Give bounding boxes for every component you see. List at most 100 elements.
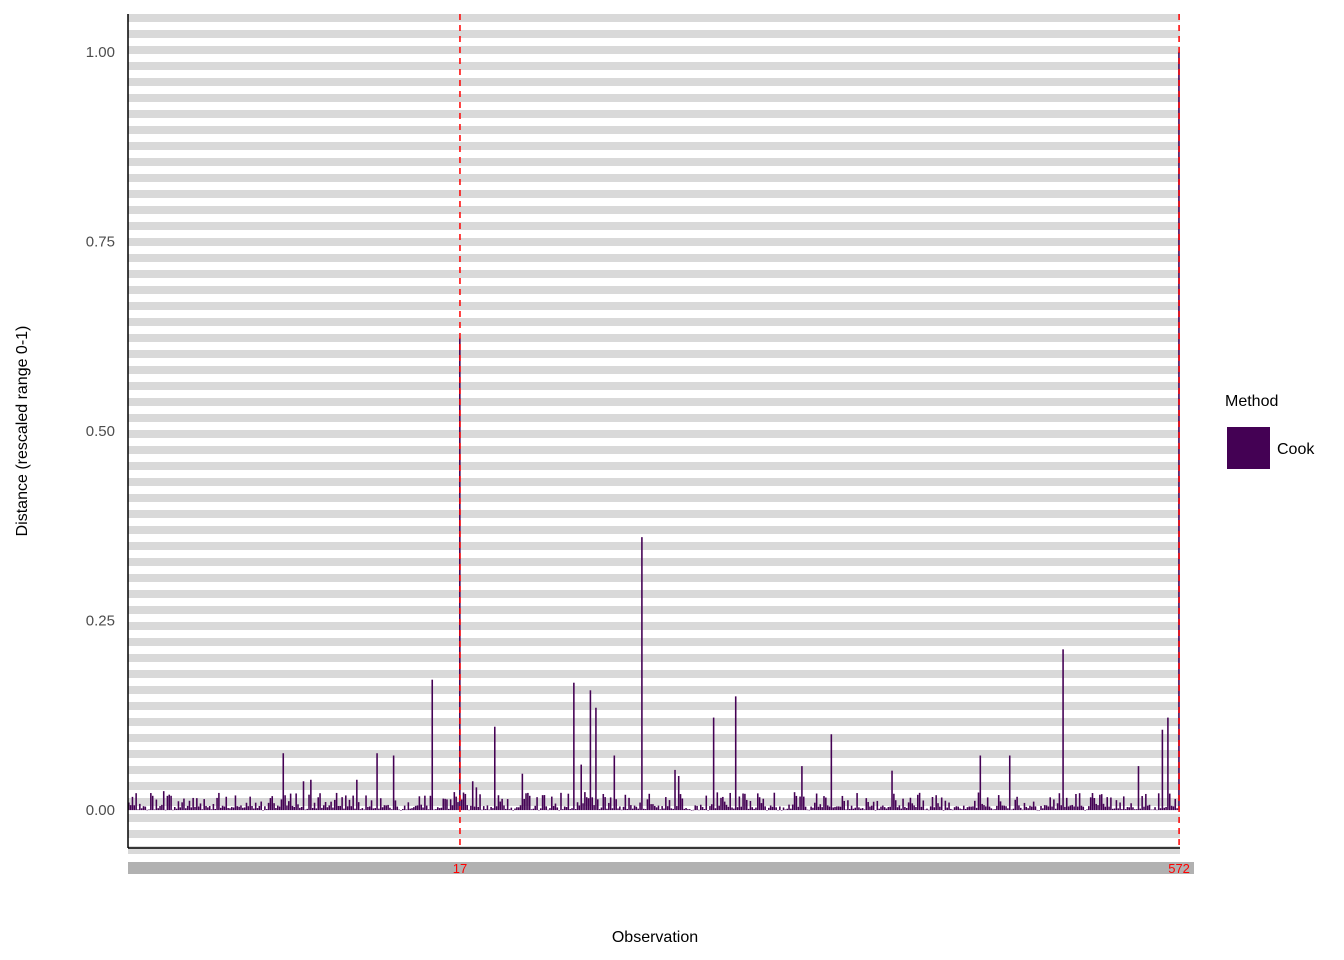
bar xyxy=(1042,808,1044,811)
y-axis-title: Distance (rescaled range 0-1) xyxy=(14,326,31,537)
bar xyxy=(525,793,527,811)
bar xyxy=(986,797,989,811)
bar xyxy=(865,798,868,811)
grid-stripe xyxy=(128,622,1180,630)
bar xyxy=(282,753,285,811)
bar xyxy=(370,800,373,811)
bar xyxy=(1119,802,1121,811)
y-tick-label: 0.75 xyxy=(86,233,115,250)
bar xyxy=(234,795,237,811)
bar xyxy=(727,806,730,811)
bar xyxy=(985,806,987,811)
bar xyxy=(1060,805,1063,811)
bar xyxy=(379,798,382,811)
bar xyxy=(396,806,399,811)
bar xyxy=(929,806,932,811)
bar xyxy=(858,807,860,811)
bar xyxy=(271,796,274,811)
bar xyxy=(361,808,364,811)
bar xyxy=(1069,805,1072,811)
bar xyxy=(602,793,605,811)
bar xyxy=(538,809,540,811)
bar xyxy=(427,809,430,811)
bar xyxy=(181,802,183,811)
bar xyxy=(321,807,323,811)
bar xyxy=(387,804,389,811)
bar xyxy=(343,808,345,811)
bar xyxy=(541,795,544,811)
bar xyxy=(185,808,187,811)
bar xyxy=(1146,805,1149,811)
bar xyxy=(514,808,516,811)
bar xyxy=(648,793,651,811)
bar xyxy=(924,809,926,811)
bar xyxy=(170,795,172,811)
bar xyxy=(847,800,849,811)
bar xyxy=(341,797,343,811)
bar xyxy=(587,798,590,811)
bar xyxy=(815,793,818,811)
bar xyxy=(957,806,960,811)
bar xyxy=(657,805,660,811)
bar xyxy=(797,806,800,811)
bar xyxy=(891,770,893,811)
bar xyxy=(545,806,548,811)
bar xyxy=(460,799,463,811)
y-tick-label: 0.25 xyxy=(86,613,115,630)
bar xyxy=(1163,807,1166,811)
bar xyxy=(999,801,1002,811)
bar xyxy=(1097,805,1099,811)
bar xyxy=(431,679,434,811)
bar xyxy=(907,802,910,811)
bar xyxy=(639,802,641,811)
bar xyxy=(896,807,899,811)
bar xyxy=(972,806,974,811)
bar xyxy=(650,804,652,811)
bar xyxy=(1093,798,1096,811)
bar xyxy=(867,801,869,811)
bar xyxy=(1088,806,1090,811)
bar xyxy=(793,792,796,811)
bar xyxy=(488,809,491,811)
bar xyxy=(300,806,303,811)
bar xyxy=(207,807,209,811)
bar xyxy=(595,707,597,811)
bar xyxy=(177,801,180,811)
bar xyxy=(779,806,781,811)
bar xyxy=(367,806,369,811)
grid-stripe xyxy=(128,638,1180,646)
bar xyxy=(328,805,331,811)
bar xyxy=(722,796,724,811)
bar xyxy=(129,805,132,811)
bar xyxy=(157,808,159,811)
bar xyxy=(1170,805,1173,811)
bar xyxy=(521,773,524,811)
bar xyxy=(1122,796,1125,811)
bar xyxy=(712,717,715,811)
bar xyxy=(265,809,268,811)
bar xyxy=(641,537,643,811)
bar xyxy=(203,799,205,811)
bar xyxy=(214,808,217,811)
bar xyxy=(962,805,965,811)
bar xyxy=(1128,807,1131,811)
bar xyxy=(720,797,722,811)
bar xyxy=(1053,799,1055,811)
bar xyxy=(289,793,292,811)
bar xyxy=(1121,809,1123,811)
bar xyxy=(869,806,871,811)
bar xyxy=(135,793,137,811)
bar xyxy=(409,808,411,811)
grid-stripe xyxy=(128,526,1180,534)
bar xyxy=(330,801,332,811)
bar xyxy=(981,803,983,811)
bar xyxy=(836,806,838,811)
grid-stripe xyxy=(128,814,1180,822)
bar xyxy=(534,805,537,811)
grid-stripe xyxy=(128,158,1180,166)
bars-group xyxy=(128,51,1180,811)
bar xyxy=(368,806,371,811)
bar xyxy=(975,807,978,811)
bar xyxy=(183,798,185,811)
